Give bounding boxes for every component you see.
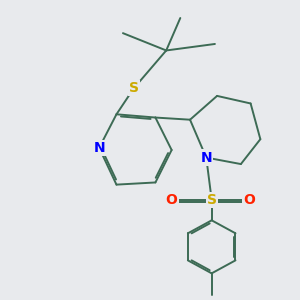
Text: N: N bbox=[93, 141, 105, 155]
Text: O: O bbox=[244, 193, 256, 207]
Text: S: S bbox=[207, 193, 217, 207]
Text: S: S bbox=[129, 81, 139, 95]
Text: N: N bbox=[200, 151, 212, 165]
Text: O: O bbox=[166, 193, 178, 207]
